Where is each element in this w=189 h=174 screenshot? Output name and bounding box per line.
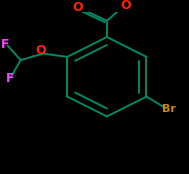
Text: O: O (36, 44, 46, 57)
Text: O: O (120, 0, 131, 12)
Text: F: F (1, 38, 9, 51)
Text: Br: Br (162, 104, 176, 114)
Text: F: F (5, 72, 14, 85)
Text: O: O (73, 1, 83, 14)
